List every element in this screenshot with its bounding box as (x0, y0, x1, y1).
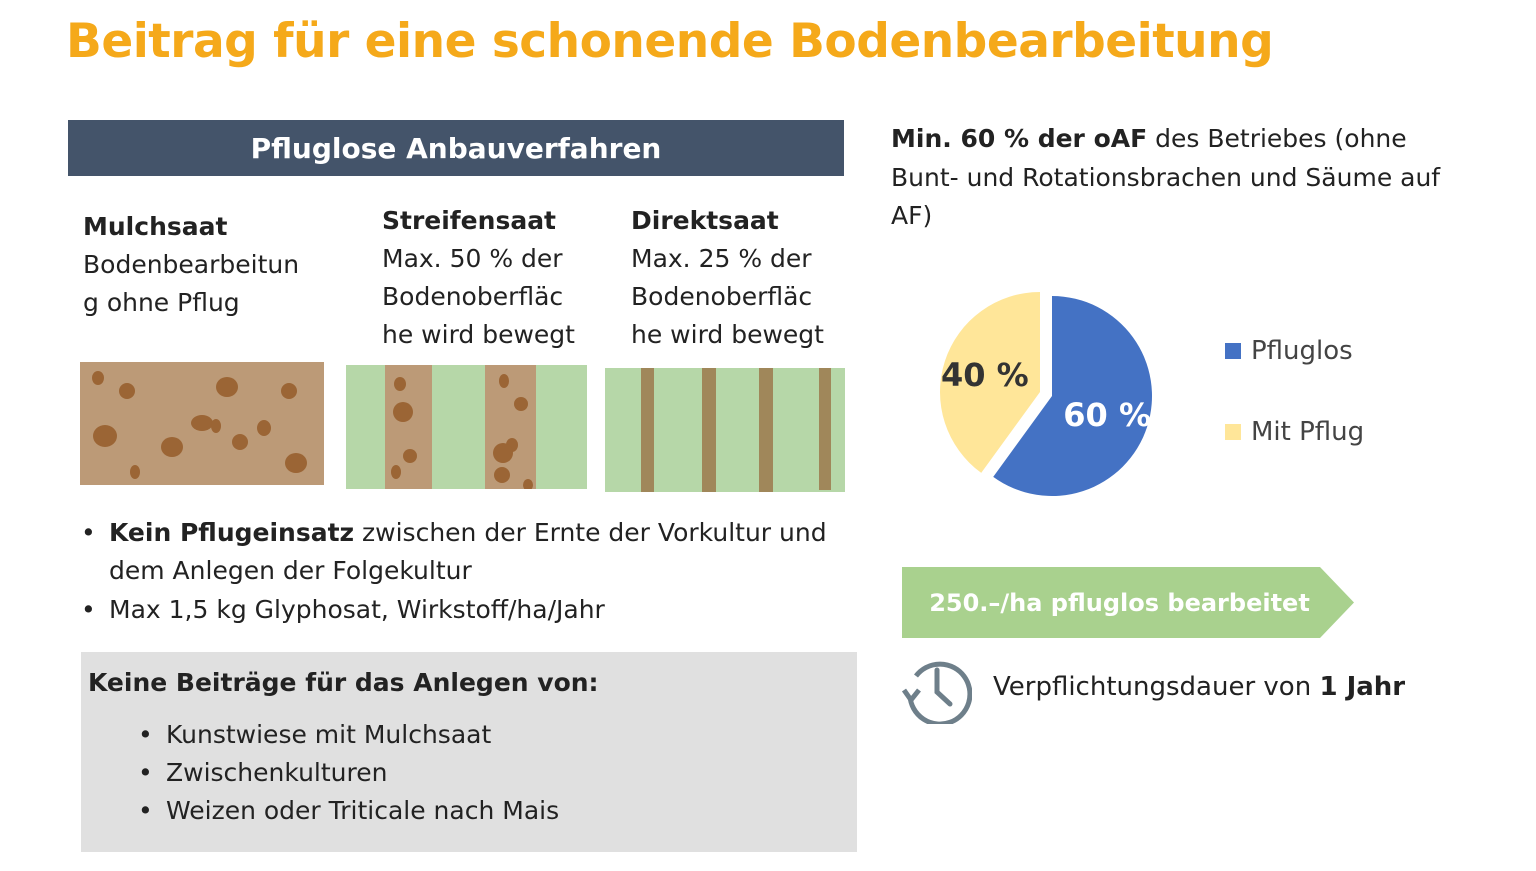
exclusion-item: Weizen oder Triticale nach Mais (166, 796, 560, 825)
legend-label: Pfluglos (1251, 336, 1353, 366)
pie-chart: 60 % 40 % (940, 292, 1152, 496)
method-desc: Max. 50 % der (382, 244, 563, 273)
requirement-text: Min. 60 % der oAF des Betriebes (ohne Bu… (891, 120, 1451, 236)
mulchsaat-illustration (80, 362, 324, 485)
exclusions-list: • Kunstwiese mit Mulchsaat • Zwischenkultu… (138, 720, 560, 825)
exclusions-box: Keine Beiträge für das Anlegen von: • Kun… (81, 652, 857, 852)
pie-slice-0 (993, 296, 1152, 496)
duration-label: Verpflichtungsdauer von (993, 672, 1320, 702)
method-desc: Bodenoberfläc (382, 282, 564, 311)
legend-swatch (1225, 343, 1241, 359)
method-mulchsaat: Mulchsaat Bodenbearbeitun g ohne Pflug (83, 208, 299, 322)
page-title: Beitrag für eine schonende Bodenbearbeit… (66, 14, 1274, 69)
method-name: Direktsaat (631, 206, 779, 235)
section-header: Pfluglose Anbauverfahren (68, 120, 844, 176)
bullet-text: Max 1,5 kg Glyphosat, Wirkstoff/ha/Jahr (109, 595, 605, 624)
pie-slice-1 (940, 292, 1040, 473)
requirement-rest: des Betriebes (ohne Bunt- und Rotationsb… (891, 124, 1441, 230)
legend-label: Mit Pflug (1251, 417, 1365, 447)
method-streifensaat: Streifensaat Max. 50 % der Bodenoberfläc… (382, 202, 575, 354)
pie-label-0: 60 % (1063, 396, 1151, 434)
bullet-bold: Kein Pflugeinsatz (109, 518, 355, 547)
duration-value: 1 Jahr (1319, 672, 1406, 702)
method-desc: Bodenbearbeitun (83, 250, 300, 279)
method-name: Streifensaat (382, 206, 557, 235)
method-desc: g ohne Pflug (83, 288, 240, 317)
pie-label-1: 40 % (941, 356, 1029, 394)
method-desc: Max. 25 % der (631, 244, 812, 273)
duration-text: Verpflichtungsdauer von 1 Jahr (993, 672, 1405, 702)
legend-item-pfluglos: Pfluglos (1225, 336, 1353, 366)
payment-arrow: 250.–/ha pfluglos bearbeitet (902, 567, 1354, 638)
method-desc: he wird bewegt (382, 320, 575, 349)
bullet-text: dem Anlegen der Folgekultur (109, 556, 472, 585)
bullet-item: • Kein Pflugeinsatz zwischen der Ernte de… (81, 518, 827, 585)
method-direktsaat: Direktsaat Max. 25 % der Bodenoberfläc h… (631, 202, 824, 354)
legend-item-mit-pflug: Mit Pflug (1225, 417, 1364, 447)
method-desc: Bodenoberfläc (631, 282, 813, 311)
clock-history-icon (902, 661, 972, 724)
bullet-text: zwischen der Ernte der Vorkultur und (354, 518, 827, 547)
exclusion-item: Kunstwiese mit Mulchsaat (166, 720, 492, 749)
payment-text: 250.–/ha pfluglos bearbeitet (929, 588, 1310, 617)
method-desc: he wird bewegt (631, 320, 824, 349)
method-name: Mulchsaat (83, 212, 228, 241)
requirement-bold: Min. 60 % der oAF (891, 124, 1148, 153)
streifensaat-illustration (346, 365, 587, 489)
legend-swatch (1225, 424, 1241, 440)
exclusion-item: Zwischenkulturen (166, 758, 388, 787)
bullet-item: • Max 1,5 kg Glyphosat, Wirkstoff/ha/Jahr (81, 595, 605, 624)
direktsaat-illustration (605, 368, 845, 492)
exclusions-heading: Keine Beiträge für das Anlegen von: (88, 668, 599, 697)
